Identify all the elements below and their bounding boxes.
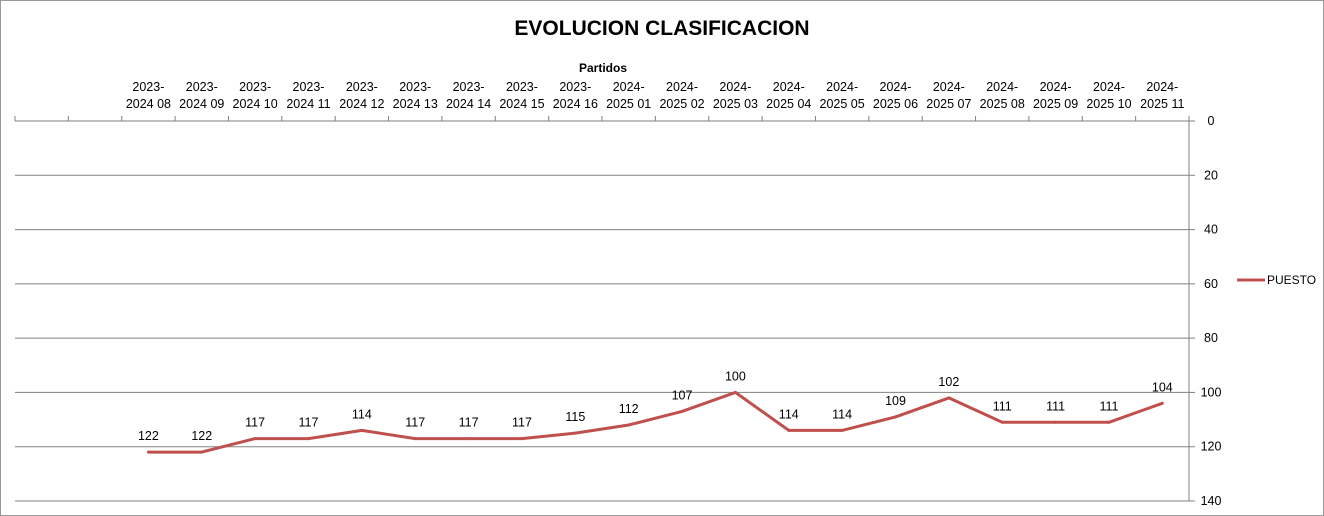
x-tick-label: 2023-2024 08 [126, 80, 171, 111]
y-tick-label: 140 [1201, 494, 1222, 508]
data-label: 102 [938, 375, 959, 389]
gridlines [15, 120, 1189, 502]
data-label: 114 [352, 407, 372, 421]
data-point [733, 390, 737, 394]
x-tick-label: 2024-2025 05 [820, 80, 865, 111]
x-tick-label: 2024-2025 07 [926, 80, 971, 111]
data-point [627, 423, 631, 427]
data-label: 117 [245, 416, 265, 430]
data-label: 111 [1046, 399, 1065, 413]
y-tick-label: 0 [1208, 114, 1215, 128]
x-tick-label: 2024-2025 06 [873, 80, 918, 111]
data-label: 117 [405, 416, 425, 430]
y-tick-label: 120 [1201, 440, 1222, 454]
data-label: 104 [1152, 380, 1173, 394]
data-point [413, 437, 417, 441]
x-tick-label: 2024-2025 11 [1140, 80, 1184, 111]
legend: PUESTO [1237, 273, 1316, 287]
y-tick-label: 100 [1201, 385, 1222, 399]
data-point [894, 415, 897, 419]
x-tick-label: 2023-2024 14 [446, 80, 491, 111]
x-tick-label: 2024-2025 09 [1033, 80, 1078, 111]
x-tick-label: 2024-2025 01 [606, 80, 651, 111]
y-tick-label: 40 [1204, 223, 1218, 237]
data-point [146, 450, 150, 454]
x-tick-label: 2024-2025 08 [980, 80, 1025, 111]
data-label: 109 [885, 394, 906, 408]
data-point [947, 396, 951, 400]
x-tick-label: 2024-2025 04 [766, 80, 811, 111]
data-point [787, 428, 791, 432]
series-line-puesto [148, 390, 1163, 454]
data-point [573, 431, 577, 435]
data-label: 122 [138, 429, 159, 443]
y-tick-labels: 0 20 40 60 80 100 120 140 [1201, 114, 1222, 508]
data-label: 114 [779, 407, 799, 421]
data-label: 115 [565, 410, 585, 424]
data-label: 111 [993, 399, 1012, 413]
legend-label-puesto: PUESTO [1267, 273, 1316, 287]
data-point [680, 409, 684, 413]
x-tick-label: 2024-2025 02 [659, 80, 704, 111]
data-label: 114 [832, 407, 852, 421]
data-point [840, 428, 844, 432]
x-axis-title: Partidos [579, 61, 627, 75]
x-tick-label: 2023-2024 10 [233, 80, 278, 111]
data-label: 107 [672, 388, 693, 402]
data-point [253, 437, 257, 441]
data-labels: 122 122 117 117 114 117 117 117 115 112 107 100 114 1… [138, 369, 1173, 443]
data-point [1000, 420, 1004, 424]
y-tick-label: 20 [1204, 168, 1218, 182]
x-tick-label: 2023-2024 09 [179, 80, 224, 111]
x-tick-label: 2023-2024 11 [286, 80, 330, 111]
data-point [307, 437, 310, 441]
x-tick-label: 2023-2024 16 [553, 80, 598, 111]
data-point [1160, 401, 1164, 405]
data-label: 111 [1099, 399, 1118, 413]
data-point [520, 437, 524, 441]
data-point [200, 450, 204, 454]
x-tick-label: 2024-2025 03 [713, 80, 758, 111]
x-tick-label: 2024-2025 10 [1086, 80, 1131, 111]
y-tick-label: 80 [1204, 331, 1218, 345]
x-tick-label: 2023-2024 15 [499, 80, 544, 111]
y-tick-label: 60 [1204, 277, 1218, 291]
x-tick-label: 2023-2024 13 [393, 80, 438, 111]
data-point [467, 437, 471, 441]
x-tick-label: 2023-2024 12 [339, 80, 384, 111]
data-label: 122 [191, 429, 212, 443]
data-label: 117 [459, 416, 479, 430]
x-tick-labels: 2023-2024 08 2023-2024 09 2023-2024 10 2023… [126, 80, 1185, 111]
data-point [1054, 420, 1058, 424]
data-label: 117 [299, 416, 319, 430]
data-label: 117 [512, 416, 532, 430]
series-lines [146, 390, 1164, 454]
data-label: 112 [619, 402, 639, 416]
axes [14, 116, 1195, 502]
data-label: 100 [725, 369, 746, 383]
chart-title: EVOLUCION CLASIFICACION [514, 17, 809, 40]
data-point [1107, 420, 1111, 424]
data-point [360, 428, 364, 432]
